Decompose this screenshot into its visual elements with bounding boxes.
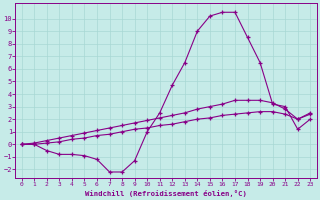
X-axis label: Windchill (Refroidissement éolien,°C): Windchill (Refroidissement éolien,°C)	[85, 190, 247, 197]
